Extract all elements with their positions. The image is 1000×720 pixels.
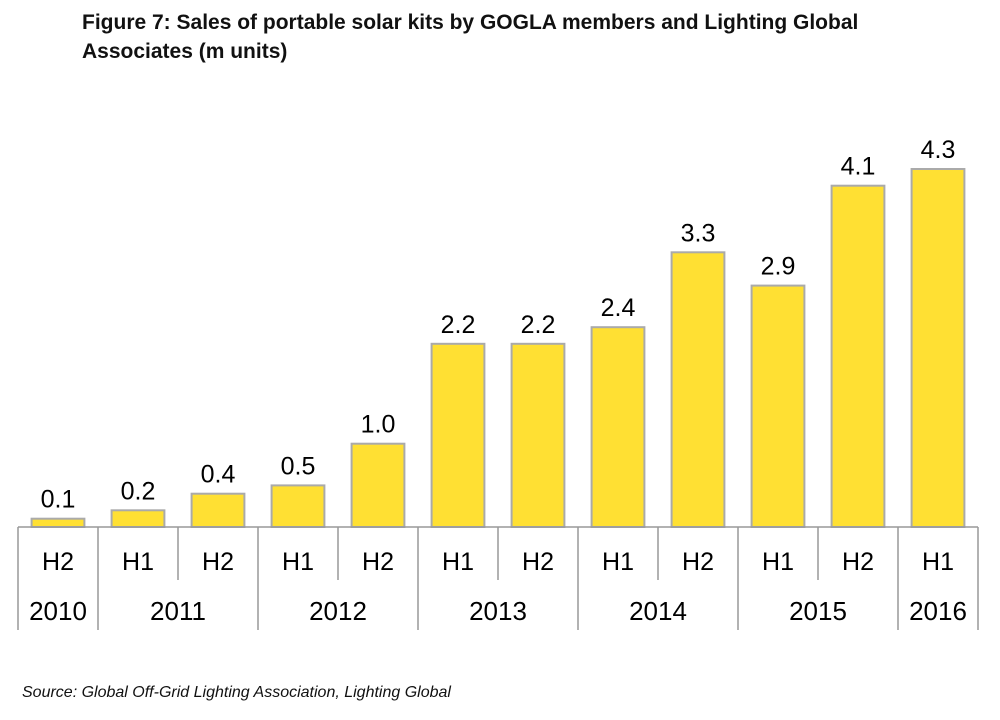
bar bbox=[670, 251, 726, 529]
category-tick-label: H1 bbox=[602, 548, 634, 576]
year-label: 2012 bbox=[309, 596, 367, 626]
category-tick-label: H2 bbox=[362, 548, 394, 576]
value-label: 0.1 bbox=[41, 486, 76, 514]
bars-group bbox=[30, 168, 966, 529]
value-label: 2.2 bbox=[441, 311, 476, 339]
year-label: 2015 bbox=[789, 596, 847, 626]
value-label: 0.5 bbox=[281, 452, 316, 480]
category-tick-label: H2 bbox=[682, 548, 714, 576]
value-label: 2.4 bbox=[601, 294, 636, 322]
year-label: 2016 bbox=[909, 596, 967, 626]
bar bbox=[190, 492, 246, 529]
bar bbox=[30, 517, 86, 529]
source-note: Source: Global Off-Grid Lighting Associa… bbox=[22, 684, 451, 701]
bar bbox=[110, 509, 166, 528]
category-tick-label: H2 bbox=[202, 548, 234, 576]
year-label: 2011 bbox=[150, 596, 206, 626]
bar bbox=[830, 184, 886, 528]
bar bbox=[590, 326, 646, 529]
category-tick-label: H1 bbox=[442, 548, 474, 576]
value-label: 3.3 bbox=[681, 219, 716, 247]
value-label: 2.2 bbox=[521, 311, 556, 339]
value-label: 2.9 bbox=[761, 253, 796, 281]
category-tick-label: H2 bbox=[522, 548, 554, 576]
year-label: 2013 bbox=[469, 596, 527, 626]
value-label: 4.1 bbox=[841, 153, 876, 181]
category-tick-label: H2 bbox=[42, 548, 74, 576]
value-labels-group: 0.1 0.2 0.4 0.5 1.0 2.2 2.2 2.4 3.3 2.9 4.1 4.3 bbox=[41, 136, 956, 514]
category-tick-label: H1 bbox=[122, 548, 154, 576]
bar bbox=[270, 484, 326, 528]
bar bbox=[510, 342, 566, 528]
bar bbox=[350, 442, 406, 529]
value-label: 1.0 bbox=[361, 411, 396, 439]
bar bbox=[910, 168, 966, 528]
chart-title: Figure 7: Sales of portable solar kits b… bbox=[82, 11, 859, 63]
value-label: 4.3 bbox=[921, 136, 956, 164]
value-label: 0.4 bbox=[201, 461, 236, 489]
bar bbox=[430, 342, 486, 528]
category-tick-label: H1 bbox=[762, 548, 794, 576]
value-label: 0.2 bbox=[121, 477, 156, 505]
bar-chart: 0.1 0.20.4 0.51.02.2 2.22.43.32.94.14.3 H2 H… bbox=[17, 136, 979, 630]
year-label: 2010 bbox=[29, 596, 87, 626]
category-axis: H2 H1 H2 H1 H2 H1 H2 H1 H2 H1 H2 H1 2010 2011 2012 2013… bbox=[17, 526, 979, 630]
category-tick-label: H2 bbox=[842, 548, 874, 576]
year-label: 2014 bbox=[629, 596, 687, 626]
bar bbox=[750, 284, 806, 528]
category-tick-label: H1 bbox=[922, 548, 954, 576]
category-tick-label: H1 bbox=[282, 548, 314, 576]
